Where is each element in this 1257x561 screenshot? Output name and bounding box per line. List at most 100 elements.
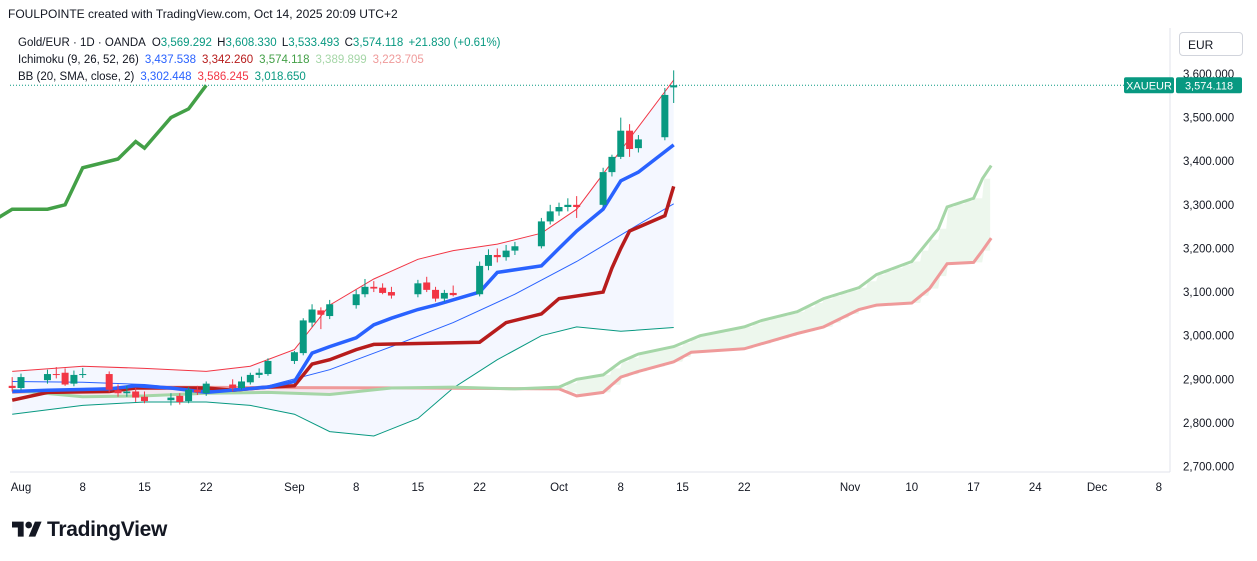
candle-body: [555, 207, 563, 212]
tradingview-logo-text: TradingView: [47, 518, 168, 541]
price-tick-label: 3,300.000: [1183, 200, 1234, 212]
candle-body: [634, 139, 642, 149]
price-tick-label: 2,700.000: [1183, 462, 1234, 474]
legend-bb-row[interactable]: BB (20, SMA, close, 2) 3,302.448 3,586.245…: [18, 69, 507, 86]
price-tick-label: 2,800.000: [1183, 418, 1234, 430]
candle-body: [8, 385, 16, 388]
candle-body: [264, 360, 272, 375]
price-tick-label: 3,400.000: [1183, 156, 1234, 168]
candle-body: [17, 377, 25, 388]
candle-body: [608, 156, 616, 173]
time-tick-label: 15: [412, 482, 425, 494]
time-tick-label: 8: [618, 482, 624, 494]
tradingview-logo-icon: [12, 521, 42, 537]
candle-body: [414, 283, 422, 295]
candle-body: [43, 374, 51, 381]
legend-open: O3,569.292: [151, 37, 212, 49]
candle-body: [79, 374, 87, 376]
bb-band-fill: [12, 80, 674, 436]
legend-ichimoku-conversion: 3,437.538: [144, 54, 196, 66]
price-tick-label: 3,100.000: [1183, 287, 1234, 299]
legend-bb-upper: 3,586.245: [197, 71, 249, 83]
ichimoku-leading-span-b: [12, 237, 993, 398]
candle-body: [423, 282, 431, 290]
candle-body: [449, 292, 457, 296]
candle-body: [114, 390, 122, 394]
legend-ichimoku-span-b: 3,223.705: [372, 54, 424, 66]
legend-bb-basis: 3,302.448: [140, 71, 192, 83]
price-tick-label: 2,900.000: [1183, 374, 1234, 386]
candle-body: [326, 304, 334, 317]
candle-body: [61, 372, 69, 385]
time-tick-label: 22: [738, 482, 751, 494]
candle-body: [70, 374, 78, 384]
legend-ichimoku-row[interactable]: Ichimoku (9, 26, 52, 26) 3,437.538 3,342.2…: [18, 52, 507, 69]
time-tick-label: Aug: [11, 482, 31, 494]
legend-close: C3,574.118: [344, 37, 404, 49]
candle-body: [352, 294, 360, 306]
candle-body: [546, 211, 554, 222]
price-tag-value: 3,574.118: [1185, 80, 1233, 92]
legend-ichimoku-lagging: 3,574.118: [259, 54, 310, 66]
candle-body: [670, 85, 678, 88]
tradingview-logo[interactable]: TradingView: [12, 518, 167, 542]
candle-body: [167, 397, 175, 401]
time-tick-label: 10: [905, 482, 918, 494]
time-tick-label: 22: [200, 482, 213, 494]
currency-button[interactable]: EUR: [1179, 32, 1243, 56]
legend-main-row[interactable]: Gold/EUR · 1D · OANDA O3,569.292 H3,608.3…: [18, 35, 507, 52]
time-tick-label: 8: [353, 482, 359, 494]
candle-body: [238, 381, 245, 388]
price-tick-label: 3,000.000: [1183, 331, 1234, 343]
candle-body: [176, 395, 184, 402]
candle-body: [52, 374, 60, 376]
candle-body: [387, 292, 395, 296]
candle-body: [370, 286, 378, 289]
candle-body: [361, 286, 369, 295]
time-tick-label: 22: [473, 482, 486, 494]
ichimoku-lagging-span: [0, 84, 208, 219]
candle-body: [202, 383, 210, 394]
price-tag-value-box: [1176, 77, 1242, 94]
candle-body: [484, 254, 492, 266]
candle-body: [246, 374, 254, 383]
bb-upper-line: [12, 79, 675, 372]
candle-body: [537, 221, 545, 247]
candle-body: [132, 391, 140, 398]
legend-symbol: Gold/EUR · 1D · OANDA: [18, 37, 146, 49]
candle-body: [299, 320, 307, 354]
candle-body: [617, 130, 625, 157]
candle-body: [502, 250, 510, 258]
candle-body: [626, 130, 634, 150]
time-tick-label: Nov: [840, 482, 861, 494]
time-tick-label: Sep: [284, 482, 304, 494]
candle-body: [105, 374, 113, 390]
candle-body: [290, 352, 298, 361]
bb-basis-line: [12, 203, 674, 391]
legend-low: L3,533.493: [281, 37, 340, 49]
ichimoku-conversion-line: [12, 143, 675, 395]
legend-change: +21.830 (+0.61%): [408, 37, 501, 49]
candle-body: [661, 94, 669, 138]
time-tick-label: 8: [1156, 482, 1162, 494]
legend-ichimoku-label: Ichimoku (9, 26, 52, 26): [18, 54, 139, 66]
candle-body: [440, 292, 448, 299]
time-tick-label: Oct: [550, 482, 569, 494]
candle-body: [476, 265, 484, 295]
time-tick-label: 15: [676, 482, 689, 494]
legend-ichimoku-base: 3,342.260: [201, 54, 254, 66]
candle-body: [229, 384, 237, 388]
price-tag-symbol-box: [1124, 77, 1174, 94]
chart-legend: Gold/EUR · 1D · OANDA O3,569.292 H3,608.3…: [18, 35, 507, 86]
legend-high: H3,608.330: [217, 37, 277, 49]
candle-body: [140, 396, 148, 402]
candle-body: [573, 204, 581, 208]
time-tick-label: 17: [967, 482, 980, 494]
price-tick-label: 3,500.000: [1183, 113, 1234, 125]
ichimoku-leading-span-a: [12, 164, 993, 399]
price-tick-label: 3,200.000: [1183, 243, 1234, 255]
time-tick-label: 8: [80, 482, 86, 494]
ichimoku-cloud-fill: [522, 178, 991, 396]
candle-body: [308, 309, 316, 323]
